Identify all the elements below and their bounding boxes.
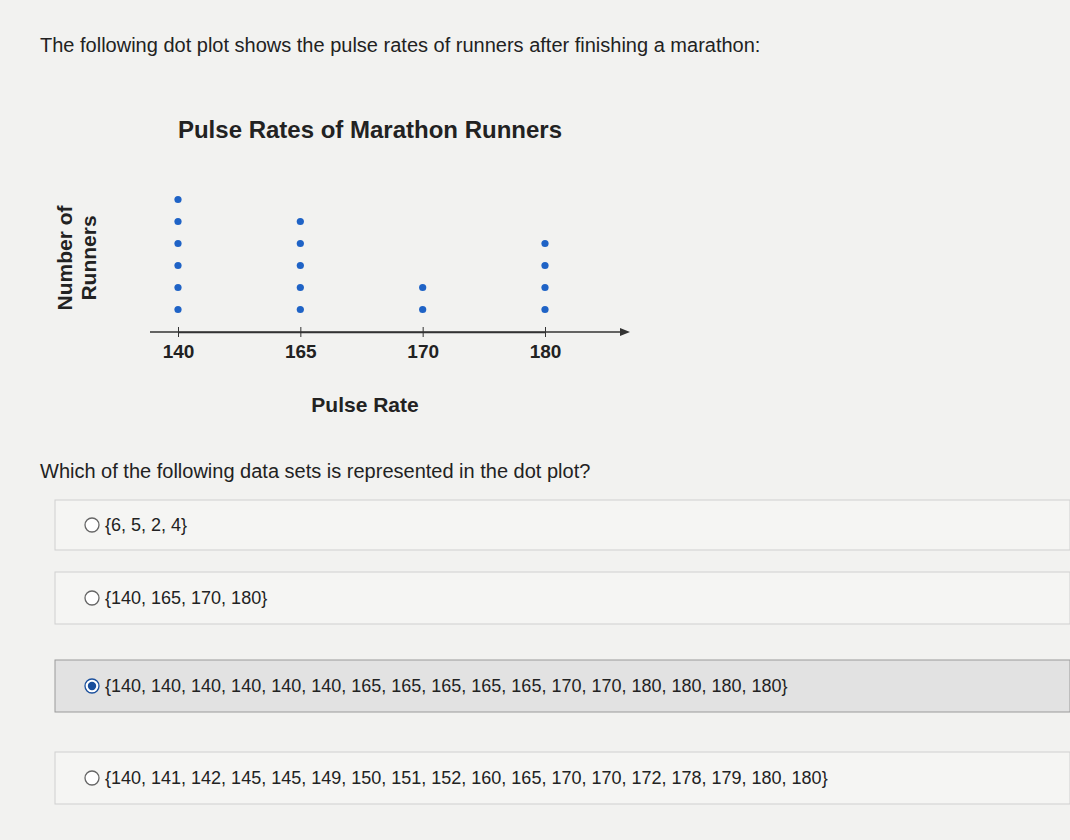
radio[interactable] [85, 518, 99, 532]
axis-domain [179, 332, 546, 334]
option[interactable]: {140, 165, 170, 180} [55, 572, 1070, 624]
tick: 170 [407, 327, 439, 362]
tick: 165 [285, 327, 317, 362]
dot [541, 262, 548, 269]
tick-label: 170 [407, 341, 439, 362]
dot [174, 284, 181, 291]
radio[interactable] [85, 679, 99, 693]
option-box[interactable] [55, 500, 1070, 550]
option-box[interactable] [55, 660, 1070, 712]
option-text[interactable]: {140, 141, 142, 145, 145, 149, 150, 151,… [105, 768, 828, 788]
dot [541, 284, 548, 291]
y-axis-title: Number ofRunners [53, 204, 100, 310]
dot [174, 218, 181, 225]
dot [297, 262, 304, 269]
y-axis-title-line: Number of [53, 204, 76, 310]
radio[interactable] [85, 591, 99, 605]
radio-dot[interactable] [88, 682, 96, 690]
tick: 180 [530, 327, 562, 362]
axis-line [150, 331, 622, 333]
tick-label: 165 [285, 341, 317, 362]
radio[interactable] [85, 771, 99, 785]
dot [174, 240, 181, 247]
dot [419, 306, 426, 313]
y-axis-title-line: Runners [77, 215, 100, 300]
dot [297, 240, 304, 247]
page: The following dot plot shows the pulse r… [0, 0, 1070, 840]
option-box[interactable] [55, 752, 1070, 804]
dots [174, 196, 548, 313]
intro-text: The following dot plot shows the pulse r… [40, 34, 760, 56]
option[interactable]: {140, 140, 140, 140, 140, 140, 165, 165,… [55, 660, 1070, 712]
dot [174, 262, 181, 269]
dot [419, 284, 426, 291]
chart-title: Pulse Rates of Marathon Runners [178, 116, 562, 143]
dot [297, 306, 304, 313]
tick-label: 180 [530, 341, 562, 362]
option-text[interactable]: {140, 140, 140, 140, 140, 140, 165, 165,… [105, 676, 788, 696]
tick-label: 140 [163, 341, 195, 362]
option-text[interactable]: {140, 165, 170, 180} [105, 588, 267, 608]
x-axis: 140 165 170 180 [163, 327, 562, 362]
tick: 140 [163, 327, 195, 362]
axis-arrow [620, 328, 630, 336]
dot [297, 284, 304, 291]
dot [174, 306, 181, 313]
tick-mark [300, 327, 301, 337]
dot [174, 196, 181, 203]
option[interactable]: {140, 141, 142, 145, 145, 149, 150, 151,… [55, 752, 1070, 804]
option-text[interactable]: {6, 5, 2, 4} [105, 515, 187, 535]
dot [541, 240, 548, 247]
option-box[interactable] [55, 572, 1070, 624]
option[interactable]: {6, 5, 2, 4} [55, 500, 1070, 550]
tick-mark [178, 327, 179, 337]
dot [541, 306, 548, 313]
dot [297, 218, 304, 225]
tick-mark [423, 327, 424, 337]
tick-mark [545, 327, 546, 337]
x-axis-title: Pulse Rate [311, 393, 418, 416]
question-text: Which of the following data sets is repr… [40, 460, 590, 482]
